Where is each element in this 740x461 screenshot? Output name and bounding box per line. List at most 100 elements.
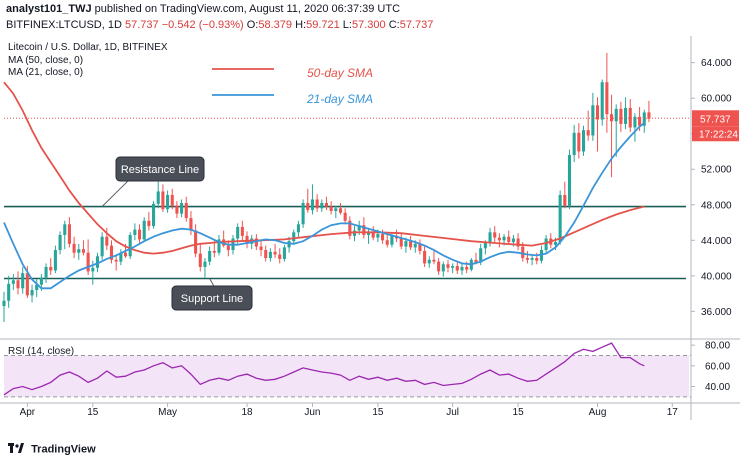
candle-body xyxy=(497,237,501,241)
candle-body xyxy=(91,267,95,272)
candle-body xyxy=(11,280,15,284)
candle-body xyxy=(567,155,572,206)
candle-body xyxy=(100,236,104,257)
candle xyxy=(577,123,581,159)
candle-body xyxy=(409,241,413,248)
candle xyxy=(2,291,6,323)
last-price-badge-label: 57.737 xyxy=(700,114,731,125)
candle-body xyxy=(39,277,43,285)
candle xyxy=(203,258,207,278)
rsi-label: RSI (14, close) xyxy=(8,346,74,357)
legend-label-ma21: 21-day SMA xyxy=(306,92,373,106)
open-value: 58.379 xyxy=(258,19,293,31)
candle xyxy=(455,261,459,275)
price-tick-label: 44.000 xyxy=(701,236,732,247)
candle-body xyxy=(334,208,338,211)
candle-body xyxy=(123,252,128,257)
candle xyxy=(77,243,81,260)
candle-body xyxy=(254,238,258,247)
candle xyxy=(610,94,614,178)
price-chart[interactable]: Litecoin / U.S. Dollar, 1D, BITFINEX MA (… xyxy=(0,36,740,441)
low-value: 57.300 xyxy=(351,19,386,31)
candle xyxy=(273,243,277,259)
candle xyxy=(334,205,338,219)
candle-body xyxy=(633,116,637,128)
candle xyxy=(222,230,226,248)
candle-body xyxy=(553,242,558,245)
candle-body xyxy=(437,261,441,272)
candle-body xyxy=(264,250,268,259)
candle-body xyxy=(343,212,347,221)
candle-body xyxy=(647,112,651,119)
rsi-band xyxy=(4,355,689,397)
candle-body xyxy=(324,202,329,207)
candle xyxy=(441,261,445,277)
price-tick-label: 52.000 xyxy=(701,165,732,176)
candle xyxy=(212,241,216,258)
candle xyxy=(109,240,114,264)
candle xyxy=(142,217,146,242)
publisher-name[interactable]: analyst101_TWJ xyxy=(6,3,92,15)
candle xyxy=(605,52,609,133)
candle-body xyxy=(535,258,539,261)
candle xyxy=(100,232,104,260)
candle-body xyxy=(301,202,305,225)
price-change: −0.542 (−0.93%) xyxy=(161,19,244,31)
candle-body xyxy=(638,116,642,126)
last-price: 57.737 xyxy=(125,19,159,31)
candle-body xyxy=(203,261,207,267)
candle xyxy=(628,99,632,132)
candle xyxy=(320,199,324,212)
candle xyxy=(572,124,576,163)
candle xyxy=(245,231,249,249)
candle-body xyxy=(77,249,81,253)
candle-body xyxy=(427,259,431,264)
high-label: H: xyxy=(295,19,307,31)
last-price-badge xyxy=(692,110,739,127)
candle-body xyxy=(273,251,277,255)
candle xyxy=(624,97,628,130)
candle-body xyxy=(278,254,282,259)
time-tick-label: May xyxy=(158,407,177,418)
candle-body xyxy=(245,235,249,244)
support-callout-label: Support Line xyxy=(181,293,243,305)
candle-body xyxy=(240,226,244,236)
candle-body xyxy=(628,107,632,128)
candle xyxy=(558,190,562,245)
candle xyxy=(614,104,618,157)
symbol-line: BITFINEX:LTCUSD, 1D 57.737 −0.542 (−0.93… xyxy=(6,19,433,31)
candle xyxy=(633,113,637,142)
candle-body xyxy=(483,242,487,249)
candle-body xyxy=(236,226,240,239)
candle xyxy=(180,199,184,218)
candle xyxy=(586,110,590,141)
candle xyxy=(423,245,427,267)
candle-body xyxy=(432,259,436,262)
candle xyxy=(166,190,170,213)
tradingview-brand[interactable]: TradingView xyxy=(31,443,96,456)
candle xyxy=(563,181,567,209)
candle xyxy=(208,246,212,266)
time-tick-label: 15 xyxy=(372,407,384,418)
candle-body xyxy=(156,191,160,204)
candle xyxy=(189,210,193,235)
candle-body xyxy=(381,234,385,241)
support-callout-box xyxy=(171,285,253,311)
candle-body xyxy=(2,300,6,307)
candle xyxy=(348,216,352,240)
resistance-callout: Resistance Line xyxy=(101,156,205,207)
candle-body xyxy=(338,208,343,213)
candle-body xyxy=(259,246,263,251)
footer: TradingView xyxy=(8,443,96,456)
tradingview-logo-icon xyxy=(8,443,24,456)
candle-body xyxy=(423,250,427,264)
time-tick-label: 15 xyxy=(87,407,99,418)
indicator-label: MA (50, close, 0) xyxy=(8,55,83,66)
candle xyxy=(418,239,422,255)
candle xyxy=(137,224,142,243)
candle-body xyxy=(488,232,492,243)
candle xyxy=(35,279,39,298)
candle-body xyxy=(376,234,380,238)
candle xyxy=(488,227,492,247)
resistance-callout-box xyxy=(115,156,205,182)
